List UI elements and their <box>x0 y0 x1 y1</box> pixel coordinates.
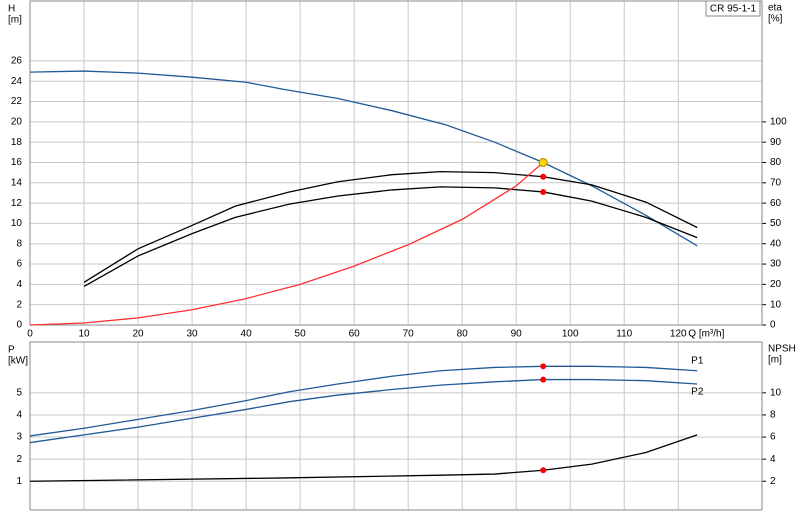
y2-tick-label: 70 <box>770 177 782 188</box>
y2-tick-label: 6 <box>770 432 776 443</box>
y-tick-label: 1 <box>16 476 22 487</box>
y-tick-label: 3 <box>16 432 22 443</box>
curve <box>29 434 698 482</box>
y-tick-label: 10 <box>11 218 23 229</box>
y2-tick-label: 80 <box>770 157 782 168</box>
y2-tick-label: 2 <box>770 476 776 487</box>
y-tick-label: 4 <box>16 410 22 421</box>
y-tick-label: 18 <box>11 137 23 148</box>
x-tick-label: 110 <box>616 329 632 340</box>
operating-point <box>540 467 547 474</box>
y-tick-label: 24 <box>11 76 23 87</box>
x-axis-label: Q [m³/h] <box>688 329 724 340</box>
operating-point <box>540 173 547 180</box>
y-axis-unit: [kW] <box>8 356 28 367</box>
y2-tick-label: 90 <box>770 137 782 148</box>
y2-tick-label: 20 <box>770 279 782 290</box>
curve <box>29 378 698 444</box>
y2-tick-label: 10 <box>770 299 782 310</box>
operating-point <box>538 157 548 167</box>
curve <box>29 70 698 247</box>
x-tick-label: 20 <box>132 329 144 340</box>
y-tick-label: 26 <box>11 56 23 67</box>
y2-tick-label: 4 <box>770 454 776 465</box>
y2-tick-label: 60 <box>770 198 782 209</box>
x-tick-label: 50 <box>295 329 307 340</box>
plots: 0 10 20 30 40 50 60 70 80 90 100 110 120024681012141… <box>8 0 796 511</box>
y2-tick-label: 40 <box>770 238 782 249</box>
operating-point <box>540 363 547 370</box>
series-label: P2 <box>691 387 704 398</box>
y2-tick-label: 10 <box>770 387 782 398</box>
y2-tick-label: 100 <box>770 117 787 128</box>
x-tick-label: 40 <box>241 329 253 340</box>
y-axis-unit: [m] <box>8 15 22 26</box>
curve <box>29 162 544 326</box>
x-tick-label: 0 <box>27 329 33 340</box>
series-label: P1 <box>691 355 704 366</box>
y-tick-label: 22 <box>11 96 23 107</box>
curve <box>83 170 698 283</box>
y-axis-label: P <box>8 345 15 356</box>
model-box <box>705 0 761 17</box>
curve <box>29 365 698 437</box>
y-tick-label: 6 <box>16 259 22 270</box>
x-tick-label: 120 <box>670 329 687 340</box>
x-tick-label: 80 <box>457 329 469 340</box>
plot-frame <box>29 0 763 326</box>
x-tick-label: 30 <box>187 329 199 340</box>
y2-tick-label: 8 <box>770 410 776 421</box>
x-tick-label: 70 <box>403 329 415 340</box>
y-tick-label: 8 <box>16 238 22 249</box>
y-tick-label: 0 <box>16 320 22 331</box>
y2-axis-label: eta <box>768 3 782 14</box>
y2-tick-label: 0 <box>770 320 776 331</box>
model-label: CR 95-1-1 <box>710 4 757 15</box>
operating-point <box>540 376 547 383</box>
y-tick-label: 4 <box>16 279 22 290</box>
y-tick-label: 16 <box>11 157 23 168</box>
y-axis-label: H <box>8 4 15 15</box>
y-tick-label: 2 <box>16 454 22 465</box>
y2-tick-label: 30 <box>770 259 782 270</box>
x-tick-label: 100 <box>562 329 579 340</box>
curve <box>83 186 698 287</box>
operating-point <box>540 188 547 195</box>
y-tick-label: 12 <box>11 198 23 209</box>
x-tick-label: 90 <box>511 329 523 340</box>
y2-axis-unit: [%] <box>768 14 783 25</box>
plot-frame <box>29 341 763 511</box>
y-tick-label: 20 <box>11 117 23 128</box>
y2-tick-label: 50 <box>770 218 782 229</box>
y2-axis-unit: [m] <box>768 355 782 366</box>
y-tick-label: 5 <box>16 387 22 398</box>
x-tick-label: 60 <box>349 329 361 340</box>
y-tick-label: 14 <box>11 177 23 188</box>
y-tick-label: 2 <box>16 299 22 310</box>
x-tick-label: 10 <box>78 329 90 340</box>
y2-axis-label: NPSH <box>768 344 796 355</box>
